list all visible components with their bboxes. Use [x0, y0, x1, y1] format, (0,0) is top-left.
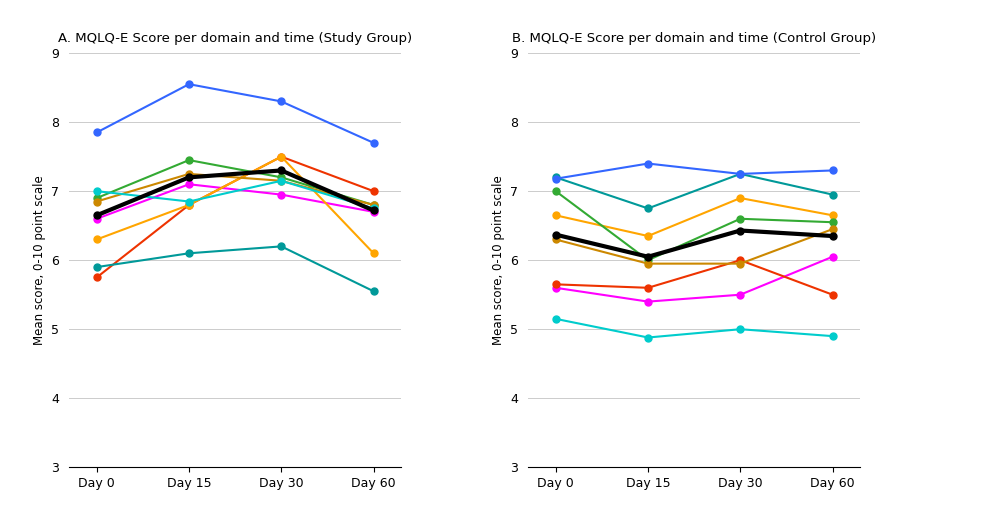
D2 — [735, 257, 746, 263]
D4 — [275, 174, 287, 181]
D3 — [735, 195, 746, 201]
D5 — [550, 236, 562, 243]
Y-axis label: Mean score, 0-10 point scale: Mean score, 0-10 point scale — [33, 175, 45, 345]
D7 — [183, 81, 195, 88]
D2 — [368, 188, 380, 194]
Line: D6: D6 — [552, 170, 836, 212]
Total — [550, 232, 562, 238]
Line: D5: D5 — [552, 226, 836, 267]
Line: D8: D8 — [552, 315, 836, 341]
D1 — [368, 209, 380, 215]
D7 — [275, 98, 287, 105]
Line: D2: D2 — [94, 153, 377, 281]
D7 — [642, 160, 654, 167]
D7 — [735, 171, 746, 177]
Total — [91, 212, 103, 219]
Line: Total: Total — [94, 167, 377, 219]
D4 — [826, 219, 838, 226]
Total — [183, 174, 195, 181]
D6 — [735, 171, 746, 177]
D7 — [826, 167, 838, 174]
Total — [642, 254, 654, 260]
D1 — [550, 285, 562, 291]
D2 — [183, 202, 195, 208]
Y-axis label: Mean score, 0-10 point scale: Mean score, 0-10 point scale — [492, 175, 505, 345]
D3 — [550, 212, 562, 219]
D4 — [91, 195, 103, 201]
Legend: D1, D2, D3, D4, D5, D6, D7, D8, Total: D1, D2, D3, D4, D5, D6, D7, D8, Total — [878, 51, 919, 210]
D1 — [183, 181, 195, 187]
Line: D4: D4 — [94, 157, 377, 209]
D4 — [550, 188, 562, 194]
D8 — [826, 333, 838, 339]
D6 — [642, 205, 654, 212]
D6 — [91, 264, 103, 270]
Line: D2: D2 — [552, 256, 836, 298]
D8 — [735, 326, 746, 332]
Title: B. MQLQ-E Score per domain and time (Control Group): B. MQLQ-E Score per domain and time (Con… — [512, 32, 877, 45]
Line: D7: D7 — [94, 81, 377, 147]
Total — [275, 167, 287, 174]
D2 — [91, 275, 103, 281]
D1 — [642, 298, 654, 305]
D3 — [275, 153, 287, 160]
Line: D1: D1 — [552, 253, 836, 305]
D2 — [550, 281, 562, 288]
D1 — [735, 292, 746, 298]
D4 — [368, 202, 380, 208]
D3 — [91, 236, 103, 243]
D5 — [368, 202, 380, 208]
D5 — [275, 178, 287, 184]
Line: D8: D8 — [94, 177, 377, 212]
D7 — [368, 140, 380, 146]
D7 — [550, 176, 562, 182]
Total — [368, 207, 380, 213]
Line: D7: D7 — [552, 160, 836, 182]
Line: D3: D3 — [552, 194, 836, 239]
D8 — [368, 205, 380, 212]
D8 — [183, 199, 195, 205]
D1 — [275, 191, 287, 198]
Total — [735, 227, 746, 234]
Line: D1: D1 — [94, 181, 377, 222]
D4 — [183, 157, 195, 164]
D6 — [183, 250, 195, 256]
D5 — [642, 261, 654, 267]
D7 — [91, 130, 103, 136]
D1 — [91, 216, 103, 222]
D2 — [275, 153, 287, 160]
Line: D3: D3 — [94, 153, 377, 257]
Line: D5: D5 — [94, 170, 377, 209]
D5 — [826, 226, 838, 233]
Title: A. MQLQ-E Score per domain and time (Study Group): A. MQLQ-E Score per domain and time (Stu… — [58, 32, 412, 45]
D3 — [642, 233, 654, 239]
D8 — [275, 178, 287, 184]
D4 — [642, 257, 654, 263]
D1 — [826, 254, 838, 260]
Line: D4: D4 — [552, 187, 836, 264]
D8 — [91, 188, 103, 194]
Legend: D1, D2, D3, D4, D5, D6, D7, D8, Total: D1, D2, D3, D4, D5, D6, D7, D8, Total — [418, 51, 460, 210]
Line: Total: Total — [552, 227, 836, 260]
D8 — [642, 335, 654, 341]
D3 — [826, 212, 838, 219]
D6 — [368, 288, 380, 295]
D6 — [826, 191, 838, 198]
D6 — [550, 174, 562, 181]
D5 — [183, 171, 195, 177]
D5 — [91, 199, 103, 205]
D2 — [826, 292, 838, 298]
Total — [826, 233, 838, 239]
D5 — [735, 261, 746, 267]
D3 — [183, 202, 195, 208]
D2 — [642, 285, 654, 291]
Line: D6: D6 — [94, 243, 377, 295]
D4 — [735, 216, 746, 222]
D8 — [550, 315, 562, 322]
D6 — [275, 243, 287, 250]
D3 — [368, 250, 380, 256]
